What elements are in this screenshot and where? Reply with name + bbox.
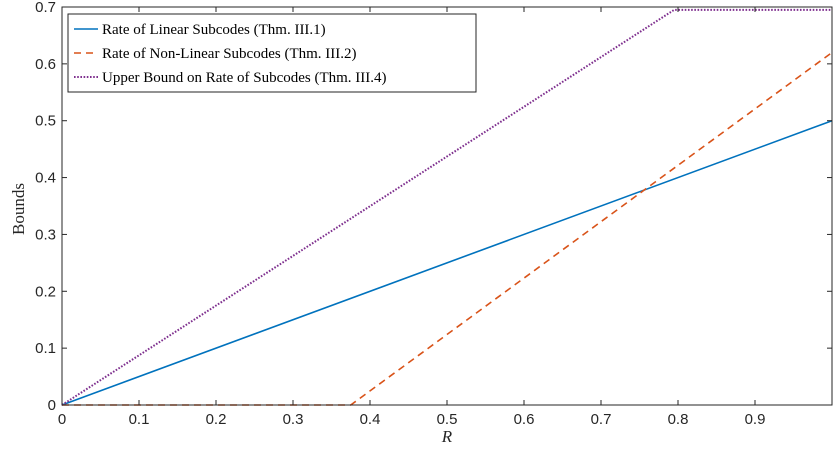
legend-entry-2: Rate of Non-Linear Subcodes (Thm. III.2) bbox=[102, 46, 357, 62]
x-tick-label: 0.1 bbox=[129, 411, 150, 428]
x-tick-label: 0.2 bbox=[206, 411, 227, 428]
legend-entry-1: Rate of Linear Subcodes (Thm. III.1) bbox=[102, 22, 326, 38]
x-tick-label: 0.3 bbox=[283, 411, 304, 428]
x-tick-label: 0.5 bbox=[437, 411, 458, 428]
series-line-2 bbox=[62, 51, 833, 406]
y-tick-label: 0.1 bbox=[35, 340, 56, 357]
x-axis-label: R bbox=[441, 427, 453, 446]
y-tick-label: 0.4 bbox=[35, 170, 56, 187]
x-tick-label: 0.4 bbox=[360, 411, 381, 428]
y-tick-label: 0 bbox=[48, 397, 56, 414]
y-axis-label: Bounds bbox=[9, 183, 28, 235]
y-tick-label: 0.3 bbox=[35, 226, 56, 243]
x-tick-label: 0 bbox=[58, 411, 66, 428]
legend-box bbox=[67, 13, 477, 93]
tick-labels: 0 0.1 0.2 0.3 0.4 0.5 0.6 0.7 0.8 0.9 0 0.1 0.2 0.3 0.… bbox=[35, 0, 765, 428]
y-tick-label: 0.2 bbox=[35, 283, 56, 300]
x-tick-label: 0.7 bbox=[591, 411, 612, 428]
y-tick-label: 0.5 bbox=[35, 113, 56, 130]
legend: Rate of Linear Subcodes (Thm. III.1) Rate… bbox=[67, 13, 477, 93]
y-tick-label: 0.6 bbox=[35, 56, 56, 73]
axes bbox=[61, 6, 833, 406]
y-tick-label: 0.7 bbox=[35, 0, 56, 16]
x-tick-label: 0.9 bbox=[745, 411, 766, 428]
series-line-1 bbox=[61, 119, 833, 406]
legend-entry-3: Upper Bound on Rate of Subcodes (Thm. II… bbox=[102, 70, 387, 86]
x-tick-label: 0.6 bbox=[514, 411, 535, 428]
x-tick-label: 0.8 bbox=[668, 411, 689, 428]
